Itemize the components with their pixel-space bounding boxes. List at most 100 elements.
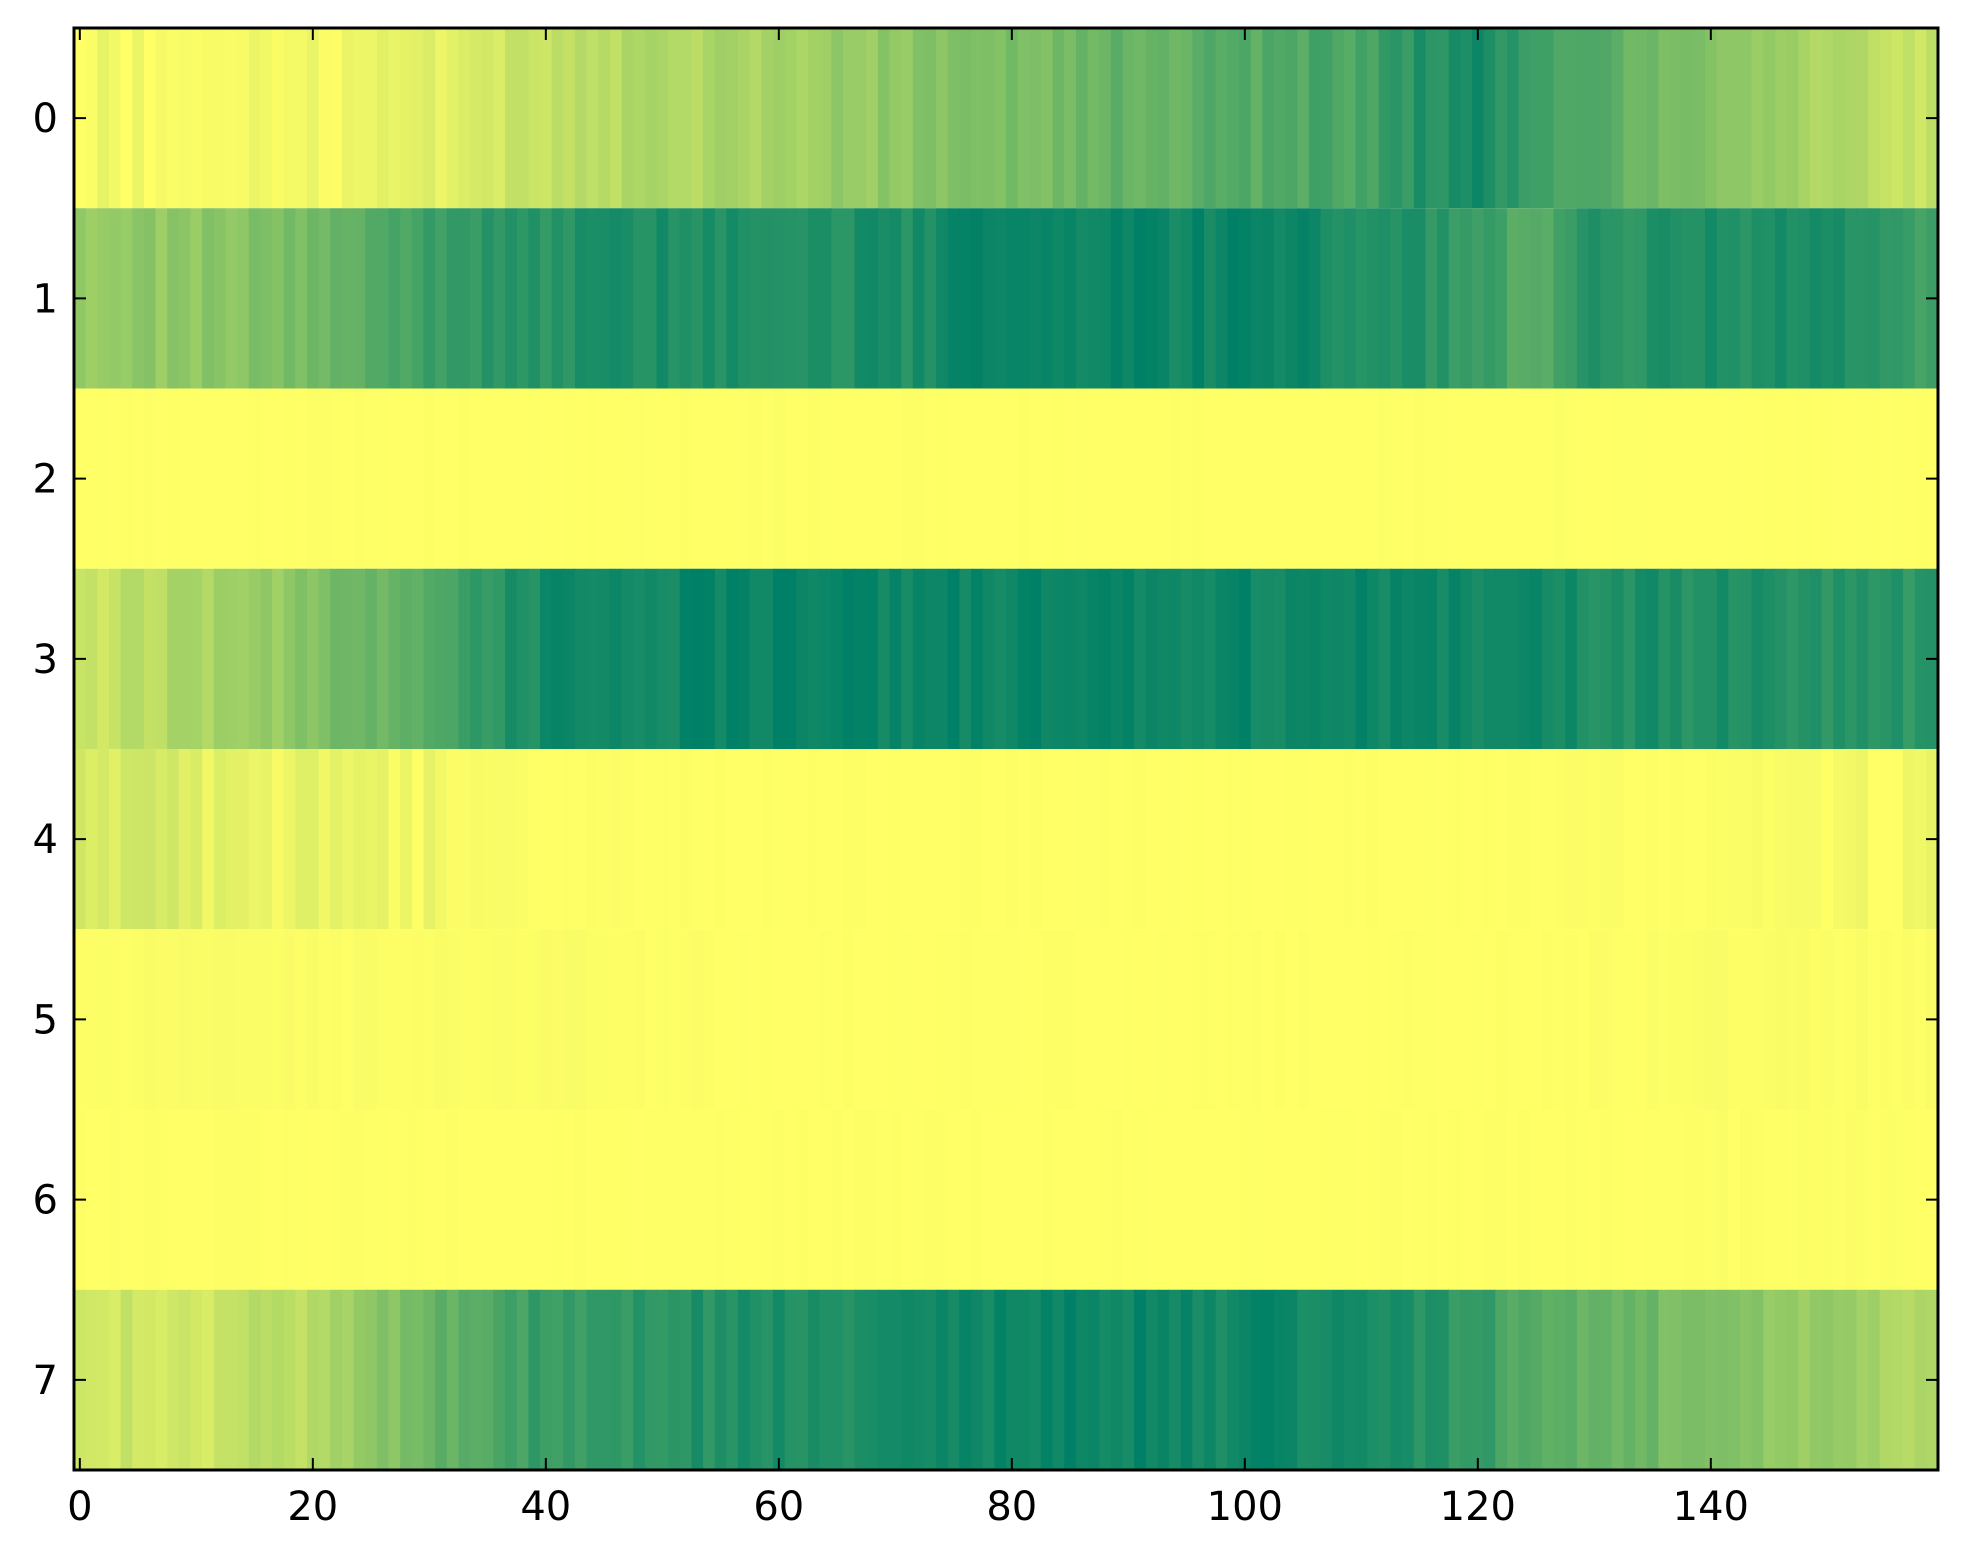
heatmap-cell [668, 28, 681, 209]
heatmap-cell [936, 1109, 949, 1290]
heatmap-cell [1553, 749, 1566, 930]
heatmap-cell [1064, 1109, 1077, 1290]
heatmap-cell [819, 388, 832, 569]
heatmap-cell [1600, 929, 1613, 1110]
heatmap-cell [1169, 1289, 1182, 1470]
heatmap-cell [318, 388, 331, 569]
heatmap-cell [1075, 1109, 1089, 1290]
heatmap-cell [633, 208, 646, 389]
heatmap-cell [1798, 28, 1811, 209]
heatmap-cell [1460, 1289, 1473, 1470]
heatmap-cell [563, 1109, 576, 1290]
heatmap-cell [1040, 208, 1054, 389]
heatmap-cell [155, 388, 168, 569]
heatmap-cell [807, 388, 821, 569]
heatmap-cell [400, 1109, 413, 1290]
heatmap-cell [1413, 28, 1426, 209]
heatmap-cell [959, 929, 972, 1110]
heatmap-cell [1472, 28, 1485, 209]
heatmap-cell [1017, 388, 1030, 569]
heatmap-cell [1506, 1109, 1520, 1290]
heatmap-cell [1739, 1109, 1753, 1290]
heatmap-cell [1413, 749, 1426, 930]
heatmap-cell [1600, 28, 1613, 209]
heatmap-cell [1472, 1289, 1485, 1470]
heatmap-cell [1413, 1289, 1426, 1470]
heatmap-cell [493, 28, 506, 209]
heatmap-cell [1413, 568, 1426, 749]
heatmap-cell [761, 749, 774, 930]
heatmap-cell [1169, 28, 1182, 209]
heatmap-cell [213, 749, 227, 930]
heatmap-cell [1763, 1109, 1776, 1290]
heatmap-cell [1658, 388, 1671, 569]
heatmap-cell [1553, 388, 1566, 569]
heatmap-cell [982, 568, 995, 749]
heatmap-cell [1192, 1289, 1205, 1470]
heatmap-cell [516, 28, 529, 209]
heatmap-cell [1705, 208, 1718, 389]
heatmap-cell [446, 1289, 460, 1470]
heatmap-cell [1728, 929, 1741, 1110]
heatmap-cell [1040, 388, 1054, 569]
heatmap-cell [411, 208, 425, 389]
heatmap-cell [237, 208, 250, 389]
heatmap-cell [1495, 1289, 1508, 1470]
heatmap-cell [761, 28, 774, 209]
heatmap-cell [1227, 749, 1240, 930]
heatmap-cell [1273, 1289, 1287, 1470]
heatmap-cell [1448, 1109, 1461, 1290]
heatmap-cell [341, 568, 355, 749]
heatmap-cell [1646, 568, 1659, 749]
heatmap-cell [1809, 749, 1823, 930]
heatmap-cell [365, 749, 378, 930]
heatmap-cell [1215, 929, 1228, 1110]
heatmap-cell [1273, 749, 1287, 930]
heatmap-cell [1565, 388, 1578, 569]
heatmap-cell [1472, 749, 1485, 930]
heatmap-cell [120, 1289, 133, 1470]
heatmap-cell [1658, 1109, 1671, 1290]
heatmap-cell [1879, 929, 1892, 1110]
heatmap-cell [574, 1289, 588, 1470]
heatmap-cell [609, 568, 623, 749]
heatmap-cell [1739, 388, 1753, 569]
heatmap-cell [1623, 1289, 1636, 1470]
heatmap-cell [120, 929, 133, 1110]
heatmap-cell [190, 1289, 203, 1470]
heatmap-cell [423, 929, 436, 1110]
heatmap-cell [1530, 929, 1543, 1110]
heatmap-cell [947, 749, 960, 930]
heatmap-cell [1239, 208, 1252, 389]
heatmap-cell [1040, 568, 1054, 749]
heatmap-cell [773, 388, 786, 569]
heatmap-cell [773, 208, 786, 389]
heatmap-cell [1588, 568, 1601, 749]
heatmap-cell [1308, 929, 1322, 1110]
heatmap-cell [889, 208, 902, 389]
heatmap-cell [1367, 208, 1380, 389]
heatmap-cell [842, 929, 856, 1110]
heatmap-cell [1705, 1109, 1718, 1290]
heatmap-cell [1122, 1289, 1135, 1470]
heatmap-cell [1646, 28, 1659, 209]
heatmap-cell [493, 568, 506, 749]
heatmap-cell [1774, 28, 1788, 209]
heatmap-row-6 [74, 1109, 1939, 1290]
heatmap-cell [656, 1109, 669, 1290]
heatmap-cell [656, 929, 669, 1110]
heatmap-cell [1367, 1289, 1380, 1470]
heatmap-cell [1122, 208, 1135, 389]
heatmap-cell [1623, 208, 1636, 389]
heatmap-cell [551, 208, 564, 389]
heatmap-cell [1716, 1289, 1729, 1470]
heatmap-cell [1402, 28, 1415, 209]
heatmap-cell [283, 929, 296, 1110]
heatmap-cell [365, 568, 378, 749]
heatmap-cell [1378, 208, 1392, 389]
heatmap-cell [668, 208, 681, 389]
heatmap-cell [1635, 568, 1648, 749]
heatmap-cell [167, 749, 180, 930]
plot-frame [72, 26, 1940, 1472]
heatmap-cell [167, 568, 180, 749]
